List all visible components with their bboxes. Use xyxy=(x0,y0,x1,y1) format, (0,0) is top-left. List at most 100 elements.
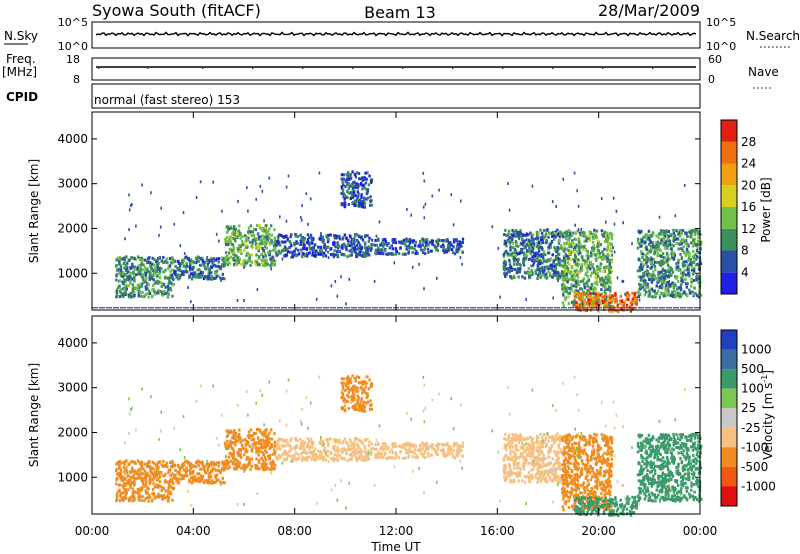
range-gate-cell xyxy=(288,250,291,254)
range-gate-cell xyxy=(237,249,240,253)
range-gate-cell xyxy=(436,442,440,446)
range-gate-cell xyxy=(357,204,361,208)
range-gate-cell xyxy=(132,491,135,494)
range-gate-cell xyxy=(139,272,142,276)
range-gate-cell xyxy=(563,242,566,245)
range-gate-cell xyxy=(227,243,230,246)
range-gate-cell xyxy=(511,229,514,232)
range-gate-cell xyxy=(674,214,677,218)
range-gate-cell xyxy=(370,203,374,207)
range-gate-cell xyxy=(217,265,220,269)
range-gate-cell xyxy=(305,192,308,196)
range-gate-cell xyxy=(679,239,682,243)
range-gate-cell xyxy=(595,277,599,281)
range-gate-cell xyxy=(602,280,606,284)
range-gate-cell xyxy=(682,240,686,244)
range-gate-cell xyxy=(408,448,411,452)
range-gate-cell xyxy=(251,239,254,242)
range-gate-cell xyxy=(336,294,339,298)
range-gate-cell xyxy=(300,215,302,219)
range-gate-cell xyxy=(249,428,253,432)
range-gate-cell xyxy=(279,251,282,255)
range-gate-cell xyxy=(221,460,224,464)
range-gate-cell xyxy=(557,279,559,283)
range-gate-cell xyxy=(294,247,298,251)
range-gate-cell xyxy=(179,262,183,266)
range-gate-cell xyxy=(593,246,596,250)
range-gate-cell xyxy=(236,435,239,439)
range-gate-cell xyxy=(259,439,263,442)
range-gate-cell xyxy=(577,304,581,308)
range-gate-cell xyxy=(232,258,236,262)
range-gate-cell xyxy=(193,261,196,265)
range-gate-cell xyxy=(351,238,355,242)
range-gate-cell xyxy=(680,271,683,275)
range-gate-cell xyxy=(684,252,687,256)
range-gate-cell xyxy=(116,272,119,276)
range-gate-cell xyxy=(270,444,273,448)
range-gate-cell xyxy=(130,460,133,464)
range-gate-cell xyxy=(431,446,434,450)
range-gate-cell xyxy=(522,263,526,267)
range-gate-cell xyxy=(247,236,250,240)
range-gate-cell xyxy=(191,260,195,264)
range-gate-cell xyxy=(356,394,359,398)
range-gate-cell xyxy=(680,230,683,234)
range-gate-cell xyxy=(203,261,207,265)
range-gate-cell xyxy=(167,265,170,268)
range-gate-cell xyxy=(168,264,172,268)
range-gate-cell xyxy=(330,451,333,455)
range-gate-cell xyxy=(568,242,571,246)
range-gate-cell xyxy=(393,261,396,265)
range-gate-cell xyxy=(532,246,535,250)
range-gate-cell xyxy=(681,273,685,277)
range-gate-cell xyxy=(349,240,353,244)
range-gate-cell xyxy=(289,439,292,443)
range-gate-cell xyxy=(648,291,652,295)
range-gate-cell xyxy=(128,482,131,486)
range-gate-cell xyxy=(237,256,240,260)
nave-dot: ˙ xyxy=(450,66,456,79)
range-gate-cell xyxy=(573,259,576,263)
range-gate-cell xyxy=(256,263,260,267)
range-gate-cell xyxy=(341,180,344,184)
range-gate-cell xyxy=(512,246,515,250)
range-gate-cell xyxy=(228,248,232,252)
range-gate-cell xyxy=(225,459,228,463)
range-gate-cell xyxy=(347,407,350,410)
range-gate-cell xyxy=(556,232,560,236)
range-gate-cell xyxy=(612,309,615,313)
range-gate-cell xyxy=(301,459,304,463)
range-gate-cell xyxy=(151,460,154,464)
range-gate-cell xyxy=(528,274,531,278)
range-gate-cell xyxy=(575,273,579,277)
range-gate-cell xyxy=(346,376,350,380)
range-gate-cell xyxy=(268,457,271,461)
range-gate-cell xyxy=(452,449,455,453)
range-gate-cell xyxy=(546,276,549,280)
range-gate-cell xyxy=(221,256,224,260)
range-gate-cell xyxy=(452,238,456,242)
range-gate-cell xyxy=(257,256,261,260)
range-gate-cell xyxy=(355,459,358,462)
range-gate-cell xyxy=(397,240,401,244)
range-gate-cell xyxy=(584,263,587,267)
range-gate-cell xyxy=(419,244,422,248)
range-gate-cell xyxy=(169,273,172,277)
range-gate-cell xyxy=(459,256,462,259)
range-gate-cell xyxy=(215,257,219,261)
range-gate-cell xyxy=(352,248,356,252)
range-gate-cell xyxy=(605,265,608,269)
range-gate-cell xyxy=(118,474,121,478)
range-gate-cell xyxy=(379,243,382,247)
range-gate-cell xyxy=(554,235,557,239)
range-gate-cell xyxy=(544,235,547,239)
range-gate-cell xyxy=(361,205,364,209)
range-gate-cell xyxy=(686,266,689,270)
range-gate-cell xyxy=(596,267,599,271)
range-gate-cell xyxy=(567,229,571,233)
range-gate-cell xyxy=(207,462,211,466)
range-gate-cell xyxy=(196,259,198,263)
range-gate-cell xyxy=(340,389,343,393)
range-gate-cell xyxy=(120,292,123,296)
